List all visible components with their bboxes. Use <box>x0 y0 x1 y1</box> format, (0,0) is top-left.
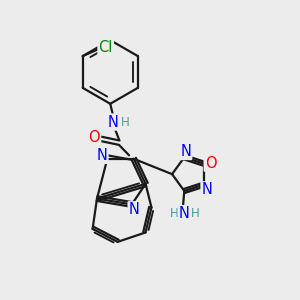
Text: H: H <box>121 116 129 128</box>
Text: N: N <box>108 115 118 130</box>
Text: H: H <box>169 207 178 220</box>
Text: N: N <box>179 206 190 221</box>
Text: Cl: Cl <box>98 40 113 55</box>
Text: O: O <box>205 156 216 171</box>
Text: O: O <box>88 130 100 145</box>
Text: N: N <box>97 148 107 163</box>
Text: N: N <box>180 144 191 159</box>
Text: H: H <box>191 207 200 220</box>
Text: N: N <box>202 182 212 197</box>
Text: N: N <box>129 202 140 217</box>
